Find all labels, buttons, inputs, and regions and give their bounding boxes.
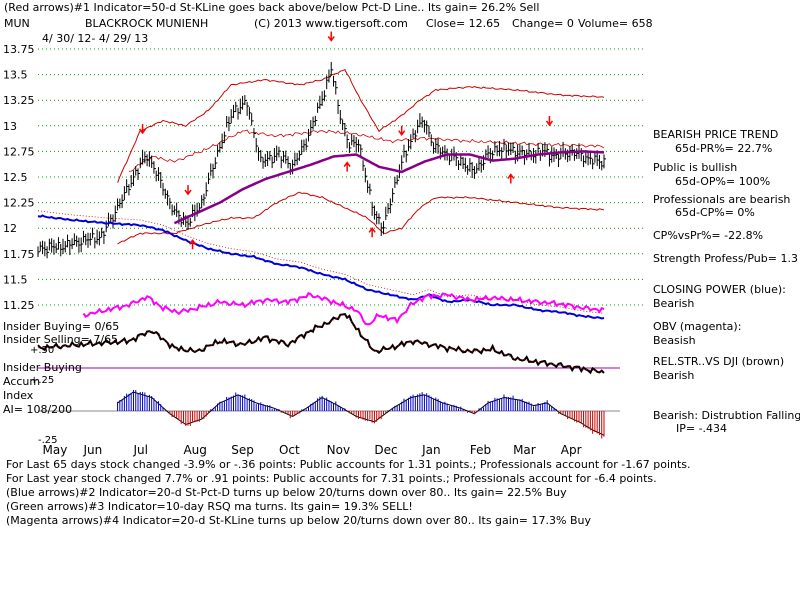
red-up-arrow	[507, 173, 515, 184]
y-tick-label: 11.5	[3, 273, 28, 286]
accum-label: Accum	[3, 375, 41, 388]
grid-lines	[38, 48, 644, 412]
stock-name: BLACKROCK MUNIENH	[85, 17, 209, 30]
change-value: Change= 0	[512, 17, 574, 30]
footer-line-2: For Last year stock changed 7.7% or .91 …	[6, 472, 657, 485]
insider-buying-count: Insider Buying= 0/65	[3, 320, 120, 333]
obv-status: Beasish	[653, 334, 696, 347]
tick-plus-50: +.50	[30, 345, 55, 356]
y-tick-label: 12.25	[3, 197, 35, 210]
y-tick-label: 13.25	[3, 94, 35, 107]
tick-plus-25: +.25	[30, 375, 55, 386]
y-tick-label: 11.75	[3, 248, 35, 261]
op-value: 65d-OP%= 100%	[675, 175, 771, 188]
footer-line-4: (Green arrows)#3 Indicator=10-day RSQ ma…	[6, 500, 413, 513]
signal-arrows	[138, 31, 554, 250]
strength-value: Strength Profess/Pub= 1.3	[653, 252, 798, 265]
y-tick-label: 11.25	[3, 299, 35, 312]
y-tick-label: 13.75	[3, 43, 35, 56]
distribution-label: Bearish: Distrubtion Falling	[653, 409, 800, 422]
red-up-arrow	[343, 161, 351, 172]
closing-power-line	[37, 214, 605, 320]
x-tick-label: Feb	[470, 443, 491, 457]
volume-value: Volume= 658	[578, 17, 653, 30]
chart-series	[37, 61, 606, 436]
accum-index-bars	[117, 389, 605, 439]
prof-title: Professionals are bearish	[653, 193, 791, 206]
x-tick-label: Dec	[374, 443, 397, 457]
red-up-arrow	[368, 227, 376, 238]
date-range: 4/ 30/ 12- 4/ 29/ 13	[42, 32, 149, 45]
lower-band-line	[117, 191, 605, 245]
x-tick-label: Jun	[82, 443, 102, 457]
relstr-status: Bearish	[653, 369, 695, 382]
obv-label: OBV (magenta):	[653, 320, 742, 333]
cpvspr-value: CP%vsPr%= -22.8%	[653, 229, 764, 242]
x-tick-label: Nov	[327, 443, 350, 457]
close-value: Close= 12.65	[426, 17, 501, 30]
red-down-arrow	[327, 31, 335, 42]
closing-power-label: CLOSING POWER (blue):	[653, 283, 786, 296]
public-title: Public is bullish	[653, 161, 738, 174]
x-tick-label: Mar	[513, 443, 536, 457]
y-tick-label: 13.5	[3, 69, 28, 82]
y-tick-label: 12.5	[3, 171, 28, 184]
insider-selling-count: Insider Selling= 7/65	[3, 333, 119, 346]
y-tick-label: 12.75	[3, 145, 35, 158]
x-tick-label: Aug	[183, 443, 206, 457]
inner-band-line	[128, 129, 605, 172]
copyright: (C) 2013 www.tigersoft.com	[254, 17, 408, 30]
moving-average-line	[173, 150, 605, 225]
red-down-arrow	[398, 125, 406, 136]
relstr-ma-line	[37, 312, 605, 373]
obv-line	[82, 291, 605, 326]
y-axis-labels: 13.75 13.5 13.25 13 12.75 12.5 12.25 12 11.75 11.…	[3, 43, 35, 312]
x-tick-label: Oct	[279, 443, 300, 457]
red-up-arrow	[188, 239, 197, 250]
relstr-label: REL.STR..VS DJI (brown)	[653, 355, 785, 368]
footer-line-1: For Last 65 days stock changed -3.9% or …	[6, 458, 691, 471]
footer-line-5: (Magenta arrows)#4 Indicator=20-d St-KLi…	[6, 514, 591, 527]
header-indicator-1: (Red arrows)#1 Indicator=50-d St-KLine g…	[4, 1, 540, 14]
upper-band-line	[117, 68, 605, 183]
x-tick-label: Jan	[421, 443, 441, 457]
x-tick-label: Jul	[132, 443, 147, 457]
red-down-arrow	[545, 115, 554, 127]
closing-power-status: Bearish	[653, 297, 695, 310]
footer-line-3: (Blue arrows)#2 Indicator=20-d St-Pct-D …	[6, 486, 567, 499]
closing-power-ma-line	[37, 210, 605, 314]
y-tick-label: 12	[3, 222, 17, 235]
trend-title: BEARISH PRICE TREND	[653, 128, 779, 141]
price-chart: 13.75 13.5 13.25 13 12.75 12.5 12.25 12 11.75 11.…	[3, 31, 644, 457]
x-tick-label: May	[43, 443, 68, 457]
x-axis-labels: May Jun Jul Aug Sep Oct Nov Dec Jan Feb Mar Apr	[43, 443, 582, 457]
ai-value: AI= 108/200	[3, 403, 73, 416]
relstr-line	[37, 312, 605, 375]
index-label: Index	[3, 389, 34, 402]
ip-value: IP= -.434	[676, 422, 728, 435]
ticker: MUN	[4, 17, 30, 30]
tick-minus-25: -.25	[38, 435, 58, 446]
red-down-arrow	[138, 123, 147, 135]
insider-buying-label: Insider Buying	[3, 361, 82, 374]
red-down-arrow	[184, 185, 192, 196]
y-tick-label: 13	[3, 120, 17, 133]
pr-value: 65d-PR%= 22.7%	[675, 142, 773, 155]
cp-value: 65d-CP%= 0%	[675, 206, 755, 219]
accum-smooth-line	[117, 391, 605, 436]
x-tick-label: Apr	[561, 443, 582, 457]
x-tick-label: Sep	[231, 443, 254, 457]
